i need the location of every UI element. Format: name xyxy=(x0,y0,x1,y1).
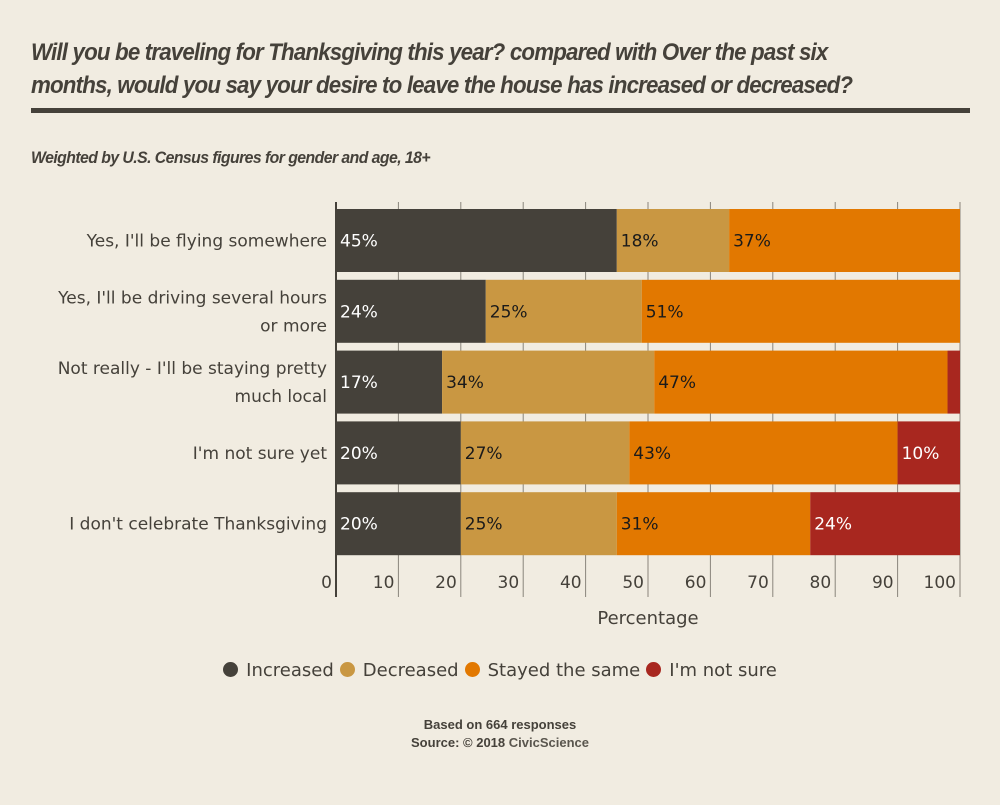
category-labels: Yes, I'll be flying somewhere Yes, I'll b… xyxy=(57,232,327,535)
bar-row: 45% 18% 37% xyxy=(336,209,960,272)
bar-value-label: 34% xyxy=(446,373,484,393)
x-tick-label: 90 xyxy=(872,573,894,593)
x-tick-label: 50 xyxy=(622,573,644,593)
category-label: I don't celebrate Thanksgiving xyxy=(69,515,327,535)
title-divider xyxy=(31,108,970,113)
legend-dot-icon xyxy=(464,662,480,677)
bar-value-label: 51% xyxy=(646,302,684,322)
x-tick-label: 40 xyxy=(560,573,582,593)
bar-row: 17% 34% 47% xyxy=(336,350,960,414)
bar-value-label: 17% xyxy=(340,373,378,393)
bar-value-label: 20% xyxy=(340,444,378,464)
category-label: or more xyxy=(260,316,327,336)
source-brand-link[interactable]: CivicScience xyxy=(508,735,589,750)
chart-subtitle: Weighted by U.S. Census figures for gend… xyxy=(31,148,431,167)
bar-value-label: 31% xyxy=(621,515,659,535)
x-axis-ticks: 0 10 20 30 40 50 60 70 80 90 100 xyxy=(321,573,956,593)
bar-segment-decreased[interactable] xyxy=(485,279,642,343)
bars: 45% 18% 37%24% 25% 51%17% 34% 47%20% 27% 43% 10%2… xyxy=(336,209,960,556)
x-tick-label: 80 xyxy=(810,573,832,593)
stacked-bar-chart: 45% 18% 37%24% 25% 51%17% 34% 47%20% 27% 43% 10%2… xyxy=(57,202,961,629)
legend-dot-icon xyxy=(646,662,662,677)
bar-value-label: 20% xyxy=(340,515,378,535)
bar-value-label: 47% xyxy=(658,373,696,393)
legend: Increased Decreased Stayed the same I'm not… xyxy=(0,660,1000,681)
bar-segment-increased[interactable] xyxy=(336,492,461,556)
category-label: I'm not sure yet xyxy=(193,444,328,464)
legend-dot-icon xyxy=(223,662,239,677)
bar-segment-stayed-the-same[interactable] xyxy=(654,350,948,414)
bar-value-label: 37% xyxy=(733,232,771,252)
x-tick-label: 10 xyxy=(373,573,395,593)
bar-segment-i-m-not-sure[interactable] xyxy=(810,492,960,556)
bar-value-label: 43% xyxy=(633,444,671,464)
bar-segment-stayed-the-same[interactable] xyxy=(641,279,960,343)
bar-value-label: 24% xyxy=(340,302,378,322)
bar-value-label: 25% xyxy=(490,302,528,322)
bar-segment-increased[interactable] xyxy=(336,279,486,343)
bar-value-label: 10% xyxy=(902,444,940,464)
bar-segment-stayed-the-same[interactable] xyxy=(629,421,898,485)
bar-row: 24% 25% 51% xyxy=(336,279,960,343)
bar-segment-stayed-the-same[interactable] xyxy=(729,209,960,272)
bar-value-label: 45% xyxy=(340,232,378,252)
bar-value-label: 18% xyxy=(621,232,659,252)
x-axis-title: Percentage xyxy=(597,608,698,629)
bar-segment-decreased[interactable] xyxy=(460,492,617,556)
bar-segment-decreased[interactable] xyxy=(616,209,730,272)
x-tick-label: 70 xyxy=(747,573,769,593)
x-tick-label: 100 xyxy=(924,573,956,593)
footer: Based on 664 responses Source: © 2018 Ci… xyxy=(0,716,1000,752)
category-label: Yes, I'll be flying somewhere xyxy=(86,232,327,252)
source-prefix: Source: © 2018 xyxy=(411,735,509,750)
bar-row: 20% 27% 43% 10% xyxy=(336,421,960,485)
bar-segment-decreased[interactable] xyxy=(442,350,655,414)
legend-item[interactable]: I'm not sure xyxy=(646,660,777,681)
legend-item[interactable]: Increased xyxy=(223,660,334,681)
x-tick-label: 60 xyxy=(685,573,707,593)
category-label: Not really - I'll be staying pretty xyxy=(58,359,327,379)
chart-title: Will you be traveling for Thanksgiving t… xyxy=(31,39,853,99)
x-tick-label: 20 xyxy=(435,573,457,593)
bar-segment-decreased[interactable] xyxy=(460,421,630,485)
bar-segment-increased[interactable] xyxy=(336,350,443,414)
bar-value-label: 25% xyxy=(465,515,503,535)
bar-segment-increased[interactable] xyxy=(336,421,461,485)
bar-row: 20% 25% 31% 24% xyxy=(336,492,960,556)
bar-segment-stayed-the-same[interactable] xyxy=(616,492,811,556)
bar-segment-i-m-not-sure[interactable] xyxy=(897,421,960,485)
bar-segment-increased[interactable] xyxy=(336,209,617,272)
bar-value-label: 24% xyxy=(814,515,852,535)
legend-label: Decreased xyxy=(362,660,459,681)
legend-label: Stayed the same xyxy=(487,660,641,681)
responses-note: Based on 664 responses xyxy=(423,717,577,732)
legend-label: Increased xyxy=(246,660,334,681)
x-tick-label: 0 xyxy=(321,573,332,593)
bar-value-label: 27% xyxy=(465,444,503,464)
category-label: much local xyxy=(235,387,327,407)
x-tick-label: 30 xyxy=(498,573,520,593)
legend-item[interactable]: Decreased xyxy=(339,660,459,681)
legend-label: I'm not sure xyxy=(669,660,777,681)
category-label: Yes, I'll be driving several hours xyxy=(57,288,327,308)
legend-item[interactable]: Stayed the same xyxy=(464,660,641,681)
bar-segment-i-m-not-sure[interactable] xyxy=(947,350,960,414)
legend-dot-icon xyxy=(339,662,355,677)
source-note: Source: © 2018 CivicScience xyxy=(0,734,1000,752)
